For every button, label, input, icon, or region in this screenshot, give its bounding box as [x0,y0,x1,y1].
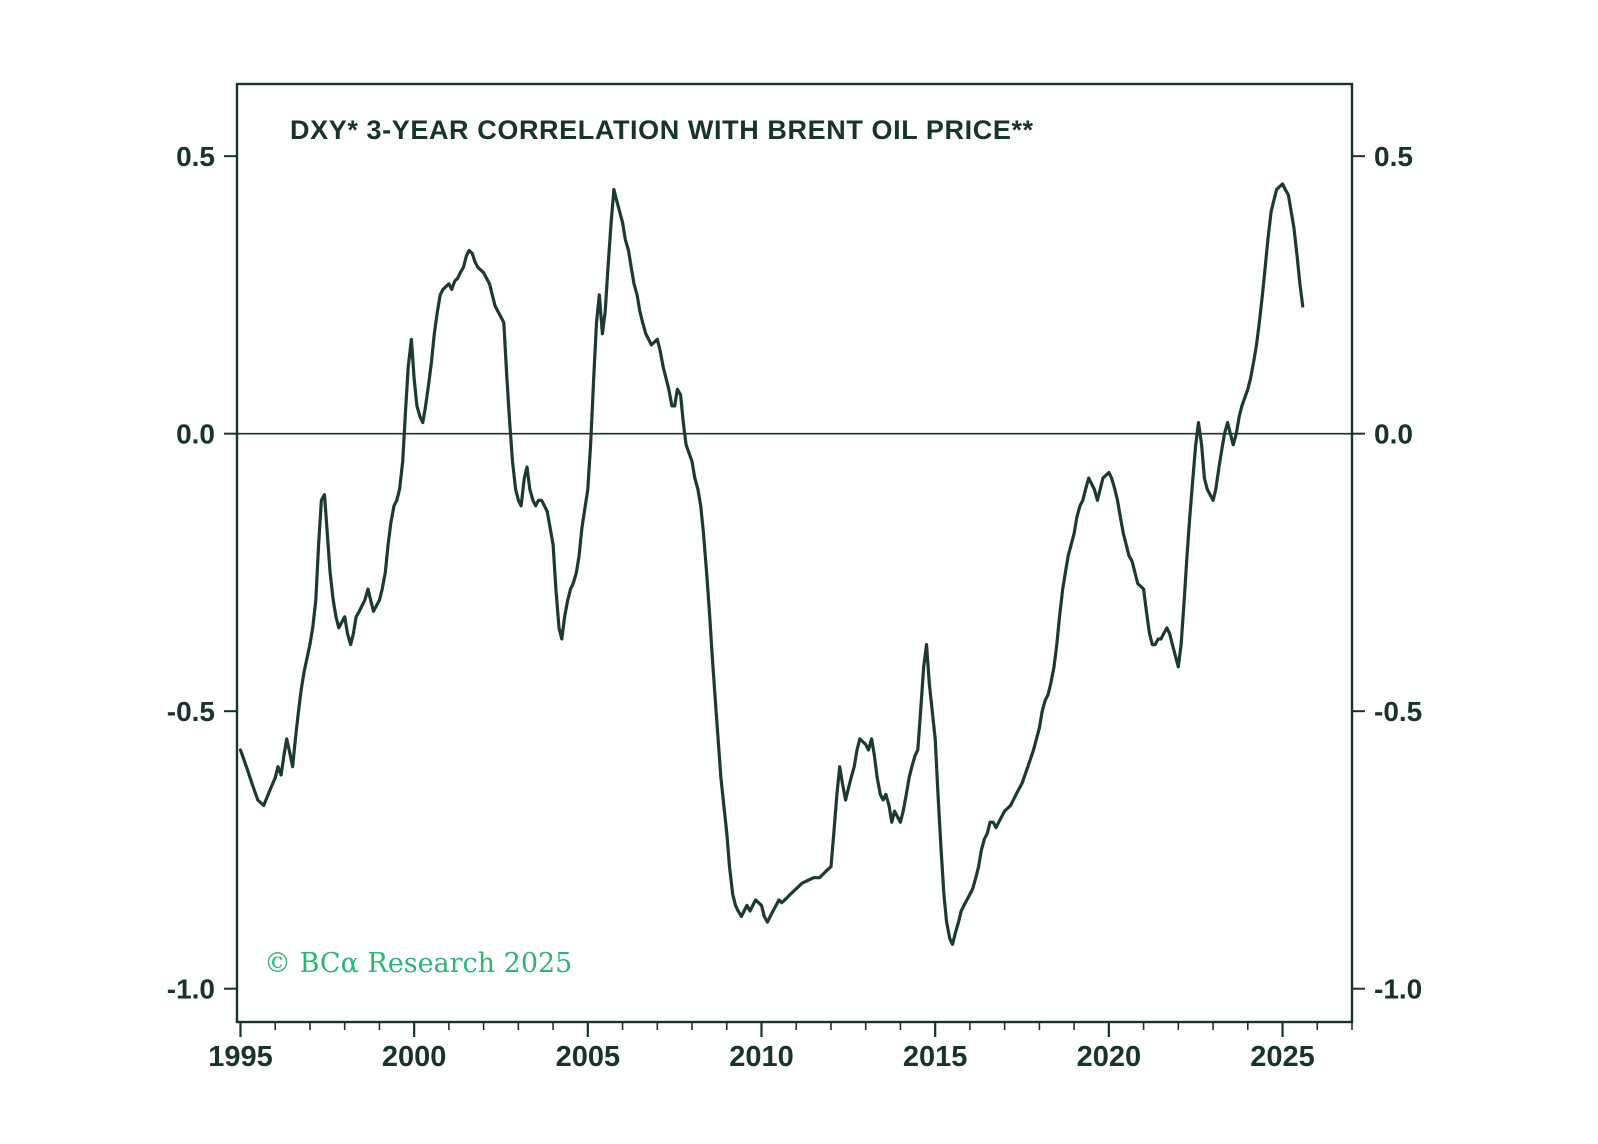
x-axis-label: 2010 [729,1041,794,1073]
x-axis-label: 2020 [1077,1041,1142,1073]
y-axis-label-right: -0.5 [1374,696,1422,727]
y-axis-label-right: -1.0 [1374,974,1422,1005]
x-axis-label: 2000 [382,1041,447,1073]
x-axis-label: 1995 [208,1041,273,1073]
correlation-series-line [238,182,1305,946]
x-axis-label: 2005 [556,1041,621,1073]
plot-border [235,82,1354,1024]
y-axis-label-left: 0.0 [176,419,215,450]
y-axis-label-right: 0.0 [1374,419,1413,450]
y-axis-label-left: -0.5 [167,696,215,727]
y-axis-label-left: -1.0 [167,974,215,1005]
chart-title: DXY* 3-YEAR CORRELATION WITH BRENT OIL P… [290,115,1034,145]
y-axis-label-right: 0.5 [1374,141,1413,172]
copyright-notice: © BCα Research 2025 [264,948,573,979]
y-axis-label-left: 0.5 [176,141,215,172]
x-axis-label: 2025 [1250,1041,1315,1073]
x-axis-label: 2015 [903,1041,968,1073]
